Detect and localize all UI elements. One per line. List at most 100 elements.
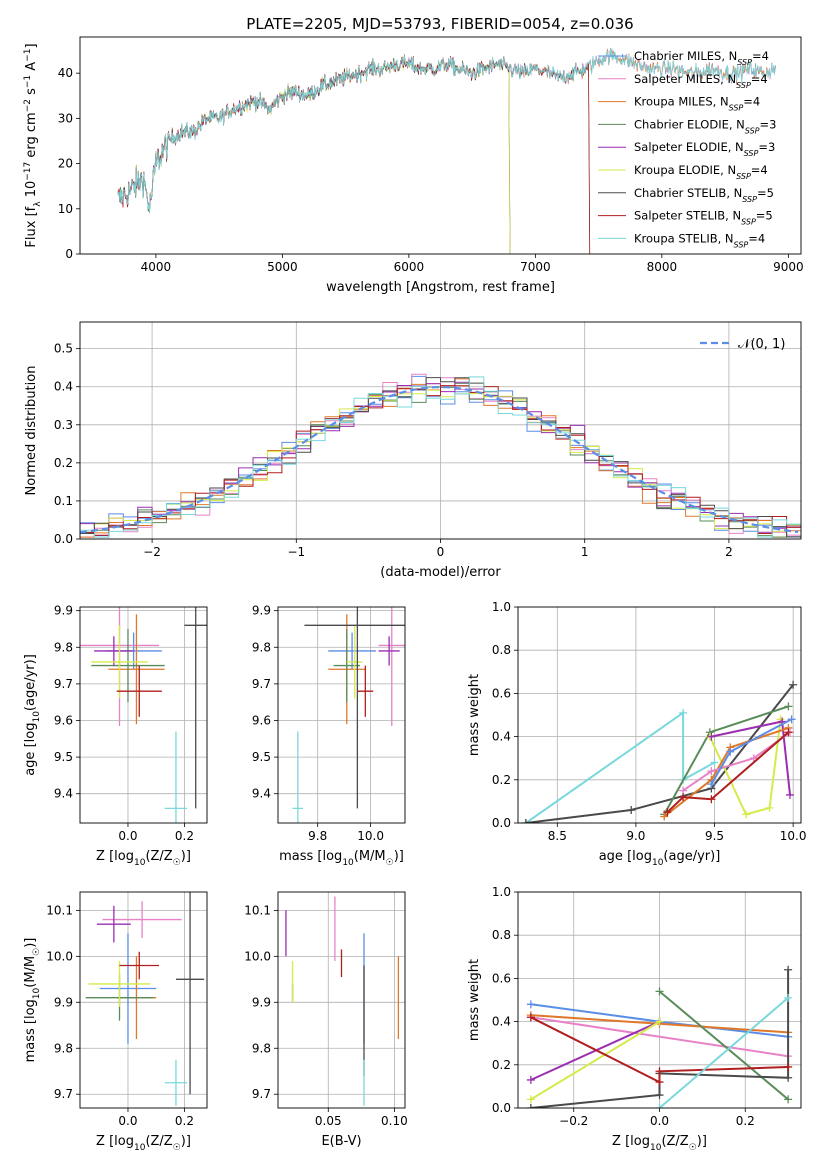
y-tick-label: 9.7 xyxy=(54,677,73,691)
y-tick-label: 10.1 xyxy=(244,903,271,917)
age_vs_mass-panel: 9.8 10.0 9.4 9.5 9.6 9.7 9.8 9.9 mass [log10(M/M… xyxy=(252,604,405,868)
y-tick-label: 9.6 xyxy=(252,713,271,727)
y-tick-label: 9.7 xyxy=(252,1087,271,1101)
x-tick-label: 4000 xyxy=(141,260,172,274)
y-tick-label: 9.4 xyxy=(54,787,73,801)
weight-marker xyxy=(526,1104,535,1108)
age_vs_Z-frame xyxy=(79,606,208,824)
age_vs_Z-plot-area xyxy=(80,607,207,823)
x-tick-label: 0.2 xyxy=(175,829,194,843)
y-tick-label: 30 xyxy=(58,111,73,125)
weight-series-line xyxy=(658,997,789,1108)
spectrum-ylabel: Flux [fλ 10−17 erg cm−2 s−1 A−1] xyxy=(23,43,43,247)
weight-marker xyxy=(526,1000,535,1009)
weight-series-line xyxy=(530,1016,789,1084)
weight-marker xyxy=(726,747,735,756)
y-tick-label: 0.2 xyxy=(492,1058,511,1072)
histogram-series xyxy=(80,385,801,539)
x-tick-label: 0.2 xyxy=(736,1114,755,1128)
spectrum-xlabel: wavelength [Angstrom, rest frame] xyxy=(326,280,555,295)
x-tick-label: −2 xyxy=(143,545,161,559)
x-tick-label: 0.0 xyxy=(118,1114,137,1128)
residuals-frame xyxy=(79,321,802,540)
weight-series-line xyxy=(708,719,782,816)
legend-label: Salpeter ELODIE, NSSP=3 xyxy=(634,140,775,158)
spectrum-plot-area xyxy=(117,47,777,254)
weight-marker xyxy=(765,803,774,812)
weight_vs_Z-plot-area xyxy=(526,965,793,1108)
x-tick-label: 9.8 xyxy=(308,829,327,843)
x-tick-label: 0.0 xyxy=(650,1114,669,1128)
y-tick-label: 1.0 xyxy=(492,885,511,899)
y-tick-label: 9.7 xyxy=(252,677,271,691)
legend-label: Kroupa ELODIE, NSSP=4 xyxy=(634,163,768,181)
y-tick-label: 9.5 xyxy=(252,750,271,764)
figure-title: PLATE=2205, MJD=53793, FIBERID=0054, z=0… xyxy=(246,15,633,33)
spectrum-frame xyxy=(79,36,802,255)
weight-marker xyxy=(789,680,798,689)
y-tick-label: 0.0 xyxy=(492,816,511,830)
x-tick-label: 5000 xyxy=(267,260,298,274)
y-tick-label: 10.0 xyxy=(244,949,271,963)
x-tick-label: 8000 xyxy=(647,260,678,274)
y-tick-label: 20 xyxy=(58,157,73,171)
y-tick-label: 9.9 xyxy=(54,604,73,618)
y-tick-label: 0.3 xyxy=(54,418,73,432)
y-tick-label: 0.8 xyxy=(492,643,511,657)
x-tick-label: 10.0 xyxy=(357,829,384,843)
age_vs_mass-grid xyxy=(278,607,405,823)
weight-marker xyxy=(663,808,672,817)
y-tick-label: 10.1 xyxy=(46,903,73,917)
residuals-xlabel: (data-model)/error xyxy=(380,565,501,580)
weight-marker xyxy=(707,780,716,789)
x-tick-label: 8.5 xyxy=(548,829,567,843)
weight-marker xyxy=(784,728,793,737)
y-tick-label: 0.6 xyxy=(492,971,511,985)
y-tick-label: 9.5 xyxy=(54,750,73,764)
mass_vs_ebv-xlabel: E(B-V) xyxy=(321,1134,361,1149)
x-tick-label: 1 xyxy=(581,545,589,559)
weight-series-line xyxy=(666,731,790,813)
age_vs_mass-plot-area xyxy=(292,607,405,823)
weight-marker xyxy=(526,1075,535,1084)
age_vs_Z-panel: 0.0 0.2 9.4 9.5 9.6 9.7 9.8 9.9 Z [log10(Z/Z☉)] a… xyxy=(23,604,207,868)
legend-label: 𝒩(0, 1) xyxy=(738,337,785,352)
weight-marker xyxy=(784,965,793,974)
weight_vs_Z-ylabel: mass weight xyxy=(467,959,482,1041)
x-tick-label: 0.0 xyxy=(118,829,137,843)
x-tick-label: 0.10 xyxy=(381,1114,408,1128)
weight-series-line xyxy=(525,684,794,823)
weight_vs_age-plot-area xyxy=(521,680,798,823)
weight-marker xyxy=(660,812,669,821)
y-tick-label: 9.9 xyxy=(54,995,73,1009)
histogram-series xyxy=(80,376,801,539)
y-tick-label: 9.8 xyxy=(54,640,73,654)
weight-series-line xyxy=(682,731,791,792)
residuals-ylabel: Normed distribution xyxy=(24,366,39,496)
legend-label: Kroupa MILES, NSSP=4 xyxy=(634,95,760,113)
weight-series-line xyxy=(658,990,789,1101)
y-tick-label: 40 xyxy=(58,66,73,80)
x-tick-label: 0.2 xyxy=(175,1114,194,1128)
age_vs_mass-xlabel: mass [log10(M/M☉)] xyxy=(279,849,404,868)
residuals-panel: −2 −1 0 1 2 0.0 0.1 0.2 0.3 0.4 0.5 (data-model)/er… xyxy=(24,322,801,580)
weight-marker xyxy=(655,1078,664,1087)
y-tick-label: 0.6 xyxy=(492,686,511,700)
x-tick-label: 9.5 xyxy=(705,829,724,843)
spectrum-panel: 4000 5000 6000 7000 8000 9000 0 10 20 30 40 wavelen… xyxy=(23,43,804,295)
weight-marker xyxy=(787,715,796,724)
y-tick-label: 0.2 xyxy=(492,773,511,787)
x-tick-label: 9000 xyxy=(773,260,804,274)
weight-marker xyxy=(784,993,793,1002)
y-tick-label: 0.0 xyxy=(492,1101,511,1115)
x-tick-label: 10.0 xyxy=(780,829,807,843)
y-tick-label: 0.4 xyxy=(492,730,511,744)
age_vs_Z-xlabel: Z [log10(Z/Z☉)] xyxy=(96,849,191,868)
weight-marker xyxy=(679,708,688,717)
age_vs_mass-frame xyxy=(277,606,406,824)
mass_vs_ebv-plot-area xyxy=(285,896,400,1106)
weight_vs_age-panel: 8.5 9.0 9.5 10.0 0.0 0.2 0.4 0.6 0.8 1.0 age [log1… xyxy=(467,600,806,868)
y-tick-label: 1.0 xyxy=(492,600,511,614)
weight-marker xyxy=(655,1067,664,1076)
